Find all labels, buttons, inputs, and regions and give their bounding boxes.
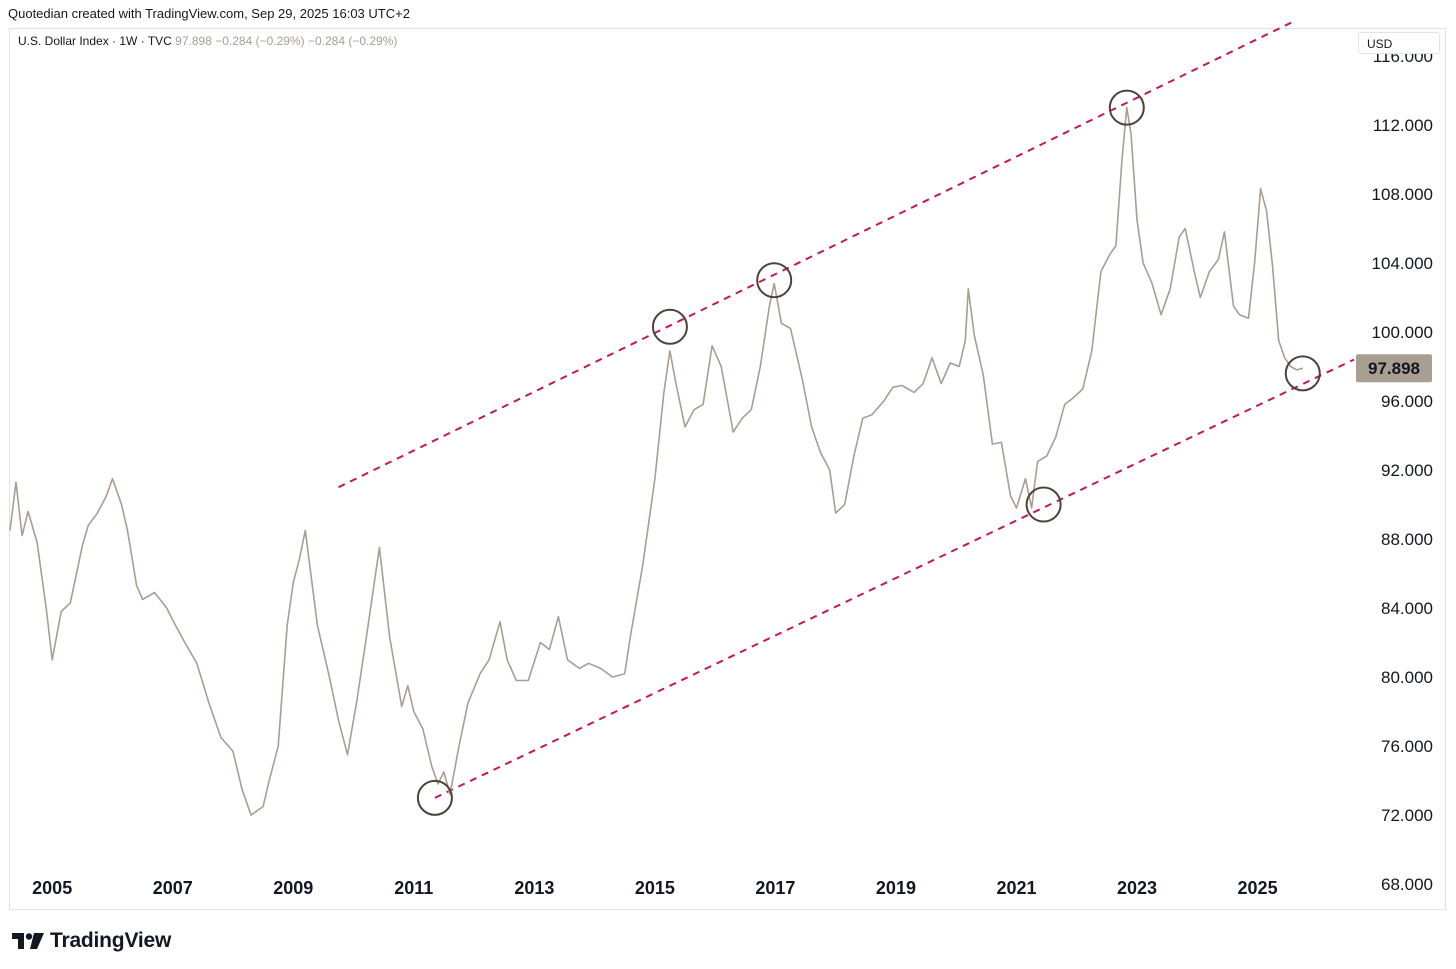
touch-point-circle-4 xyxy=(1025,486,1062,523)
brand-name: TradingView xyxy=(50,929,172,952)
last-price-badge xyxy=(1356,354,1432,383)
touch-point-circle-1 xyxy=(416,779,453,816)
y-tick-label: 80.000 xyxy=(1381,668,1433,687)
y-tick-label: 72.000 xyxy=(1381,806,1433,825)
chart-attribution: Quotedian created with TradingView.com, … xyxy=(8,6,410,21)
x-tick-label: 2011 xyxy=(394,878,433,898)
y-tick-label: 76.000 xyxy=(1381,737,1433,756)
y-tick-label: 92.000 xyxy=(1381,461,1433,480)
legend-price: 97.898 xyxy=(175,34,212,48)
y-tick-label: 100.000 xyxy=(1372,323,1433,342)
x-tick-label: 2021 xyxy=(996,878,1036,898)
x-tick-label: 2025 xyxy=(1238,878,1278,898)
y-tick-label: 84.000 xyxy=(1381,599,1433,618)
legend-change-percent: −0.284 (−0.29%) xyxy=(307,34,398,48)
x-tick-label: 2013 xyxy=(514,878,554,898)
touch-point-circle-5 xyxy=(1108,89,1145,126)
channel-line-upper xyxy=(338,20,1295,489)
x-tick-label: 2007 xyxy=(153,878,193,898)
y-tick-label: 104.000 xyxy=(1372,254,1433,273)
legend-change: −0.284 (−0.29%) xyxy=(215,34,305,48)
y-tick-label: 108.000 xyxy=(1372,185,1433,204)
y-tick-label: 112.000 xyxy=(1373,116,1433,135)
tradingview-brand: TradingView xyxy=(12,928,171,954)
x-tick-label: 2017 xyxy=(755,878,795,898)
channel-line-lower xyxy=(434,358,1355,799)
y-tick-label: 88.000 xyxy=(1381,530,1433,549)
symbol-legend[interactable]: U.S. Dollar Index · 1W · TVC 97.898 −0.2… xyxy=(18,34,397,48)
legend-symbol: U.S. Dollar Index · 1W · TVC xyxy=(18,34,172,48)
currency-selector[interactable]: USD xyxy=(1358,32,1440,54)
y-tick-label: 96.000 xyxy=(1381,392,1433,411)
currency-label: USD xyxy=(1367,37,1393,51)
tradingview-logo-icon xyxy=(12,933,44,949)
x-tick-label: 2023 xyxy=(1117,878,1157,898)
last-price-label: 97.898 xyxy=(1368,359,1420,378)
price-series-line xyxy=(9,106,1304,816)
x-tick-label: 2009 xyxy=(273,878,313,898)
y-tick-label: 68.000 xyxy=(1381,875,1433,894)
touch-point-circle-6 xyxy=(1284,355,1321,392)
x-tick-label: 2019 xyxy=(876,878,916,898)
chart-frame xyxy=(9,28,1446,910)
touch-point-circle-2 xyxy=(651,308,688,345)
x-tick-label: 2015 xyxy=(635,878,675,898)
touch-point-circle-3 xyxy=(756,262,793,299)
x-tick-label: 2005 xyxy=(32,878,72,898)
